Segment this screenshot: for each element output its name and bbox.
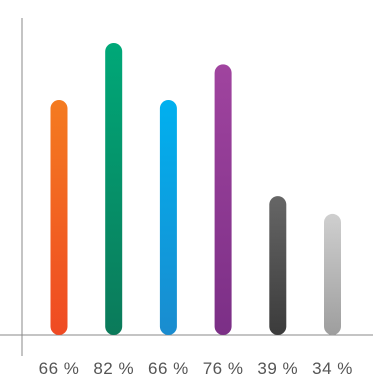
bar-6 <box>324 213 341 335</box>
bar-2 <box>105 43 123 335</box>
bar-5 <box>269 196 287 335</box>
x-tick-label-1: 66 % <box>39 359 80 376</box>
chart-tick-labels: 66 % 82 % 66 % 76 % 39 % 34 % <box>39 359 353 376</box>
bar-1 <box>50 99 68 335</box>
chart-axes <box>0 18 373 356</box>
x-tick-label-5: 39 % <box>257 359 298 376</box>
x-tick-label-3: 66 % <box>148 359 189 376</box>
x-tick-label-6: 34 % <box>312 359 353 376</box>
chart-bars <box>50 43 341 336</box>
bar-3 <box>159 99 177 335</box>
x-tick-label-4: 76 % <box>203 359 244 376</box>
bar-4 <box>214 64 232 336</box>
x-tick-label-2: 82 % <box>93 359 134 376</box>
